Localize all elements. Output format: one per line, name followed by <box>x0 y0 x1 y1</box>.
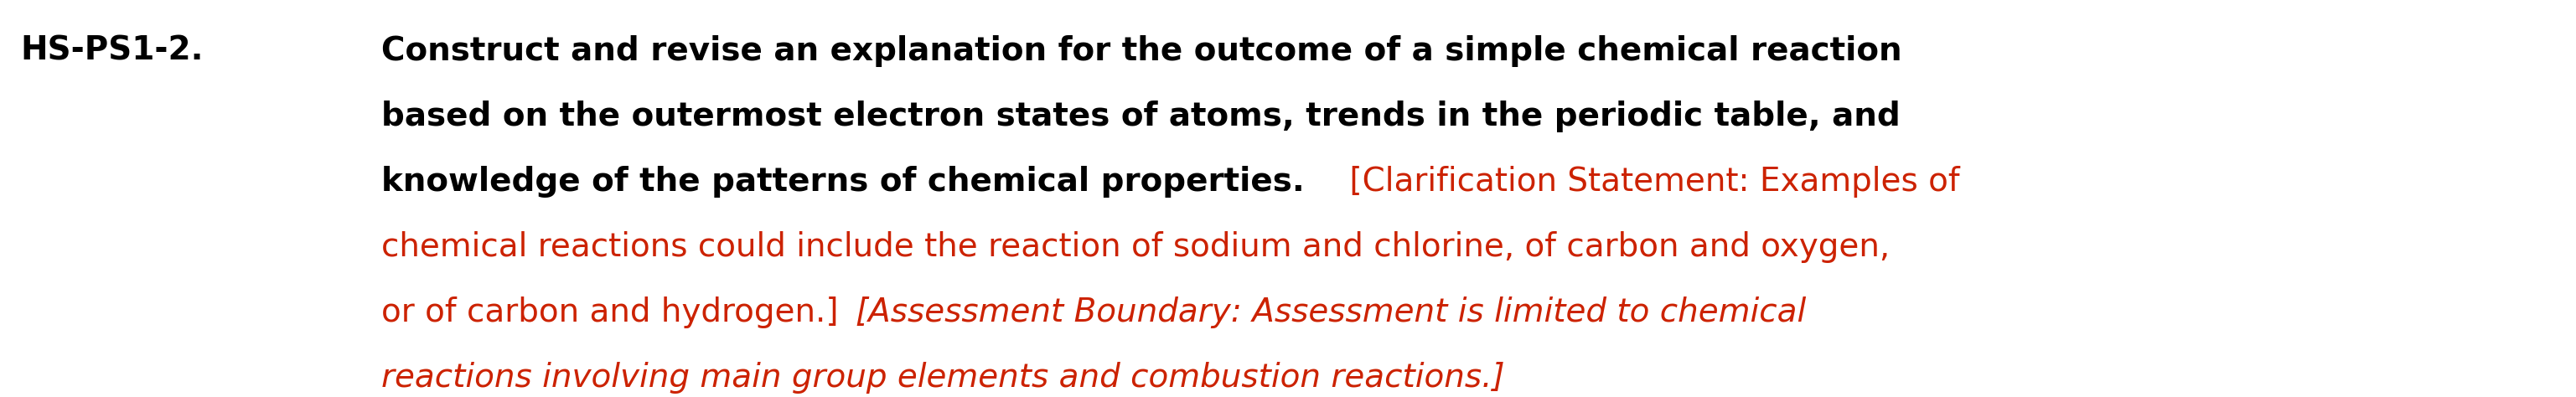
Text: knowledge of the patterns of chemical properties.: knowledge of the patterns of chemical pr… <box>381 166 1303 198</box>
Text: [Clarification Statement: Examples of: [Clarification Statement: Examples of <box>1340 166 1960 198</box>
Text: Construct and revise an explanation for the outcome of a simple chemical reactio: Construct and revise an explanation for … <box>381 35 1901 67</box>
Text: based on the outermost electron states of atoms, trends in the periodic table, a: based on the outermost electron states o… <box>381 100 1901 132</box>
Text: or of carbon and hydrogen.]: or of carbon and hydrogen.] <box>381 297 850 328</box>
Text: reactions involving main group elements and combustion reactions.]: reactions involving main group elements … <box>381 362 1504 394</box>
Text: [Assessment Boundary: Assessment is limited to chemical: [Assessment Boundary: Assessment is limi… <box>855 297 1806 328</box>
Text: chemical reactions could include the reaction of sodium and chlorine, of carbon : chemical reactions could include the rea… <box>381 231 1891 263</box>
Text: HS-PS1-2.: HS-PS1-2. <box>21 35 204 67</box>
